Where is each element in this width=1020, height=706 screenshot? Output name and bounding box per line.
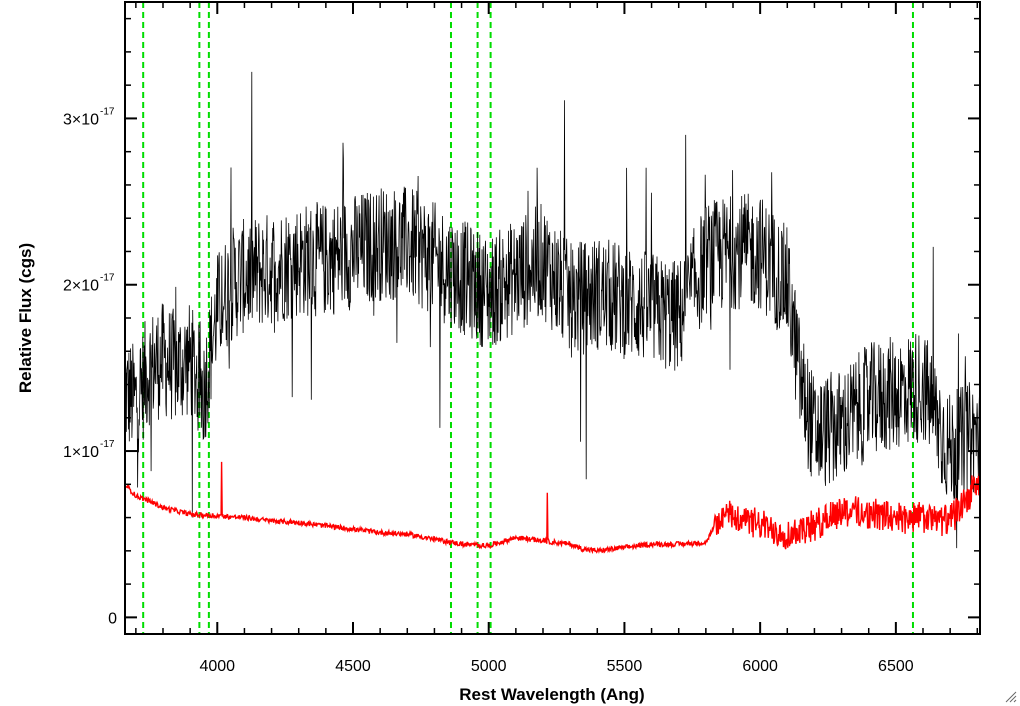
y-tick-label: 2×10 [63,278,99,295]
x-tick-label: 6000 [742,658,778,675]
y-tick-label: 1×10 [63,444,99,461]
x-tick-label: 4500 [335,658,371,675]
series-layer [125,71,980,555]
observed-spectrum-line [125,71,980,549]
y-tick-exponent: -17 [100,273,115,284]
resize-grip-icon[interactable] [1005,691,1017,703]
x-tick-label: 5000 [471,658,507,675]
x-axis-title: Rest Wavelength (Ang) [459,685,644,704]
y-tick-label: 3×10 [63,111,99,128]
y-tick-exponent: -17 [100,106,115,117]
x-tick-label: 5500 [607,658,643,675]
y-tick-label: 0 [108,610,117,627]
y-axis-title: Relative Flux (cgs) [16,243,35,393]
plot-frame [124,1,981,635]
x-tick-label: 6500 [878,658,914,675]
x-tick-label: 4000 [199,658,235,675]
model-spectrum-line [125,461,980,555]
y-tick-exponent: -17 [100,439,115,450]
